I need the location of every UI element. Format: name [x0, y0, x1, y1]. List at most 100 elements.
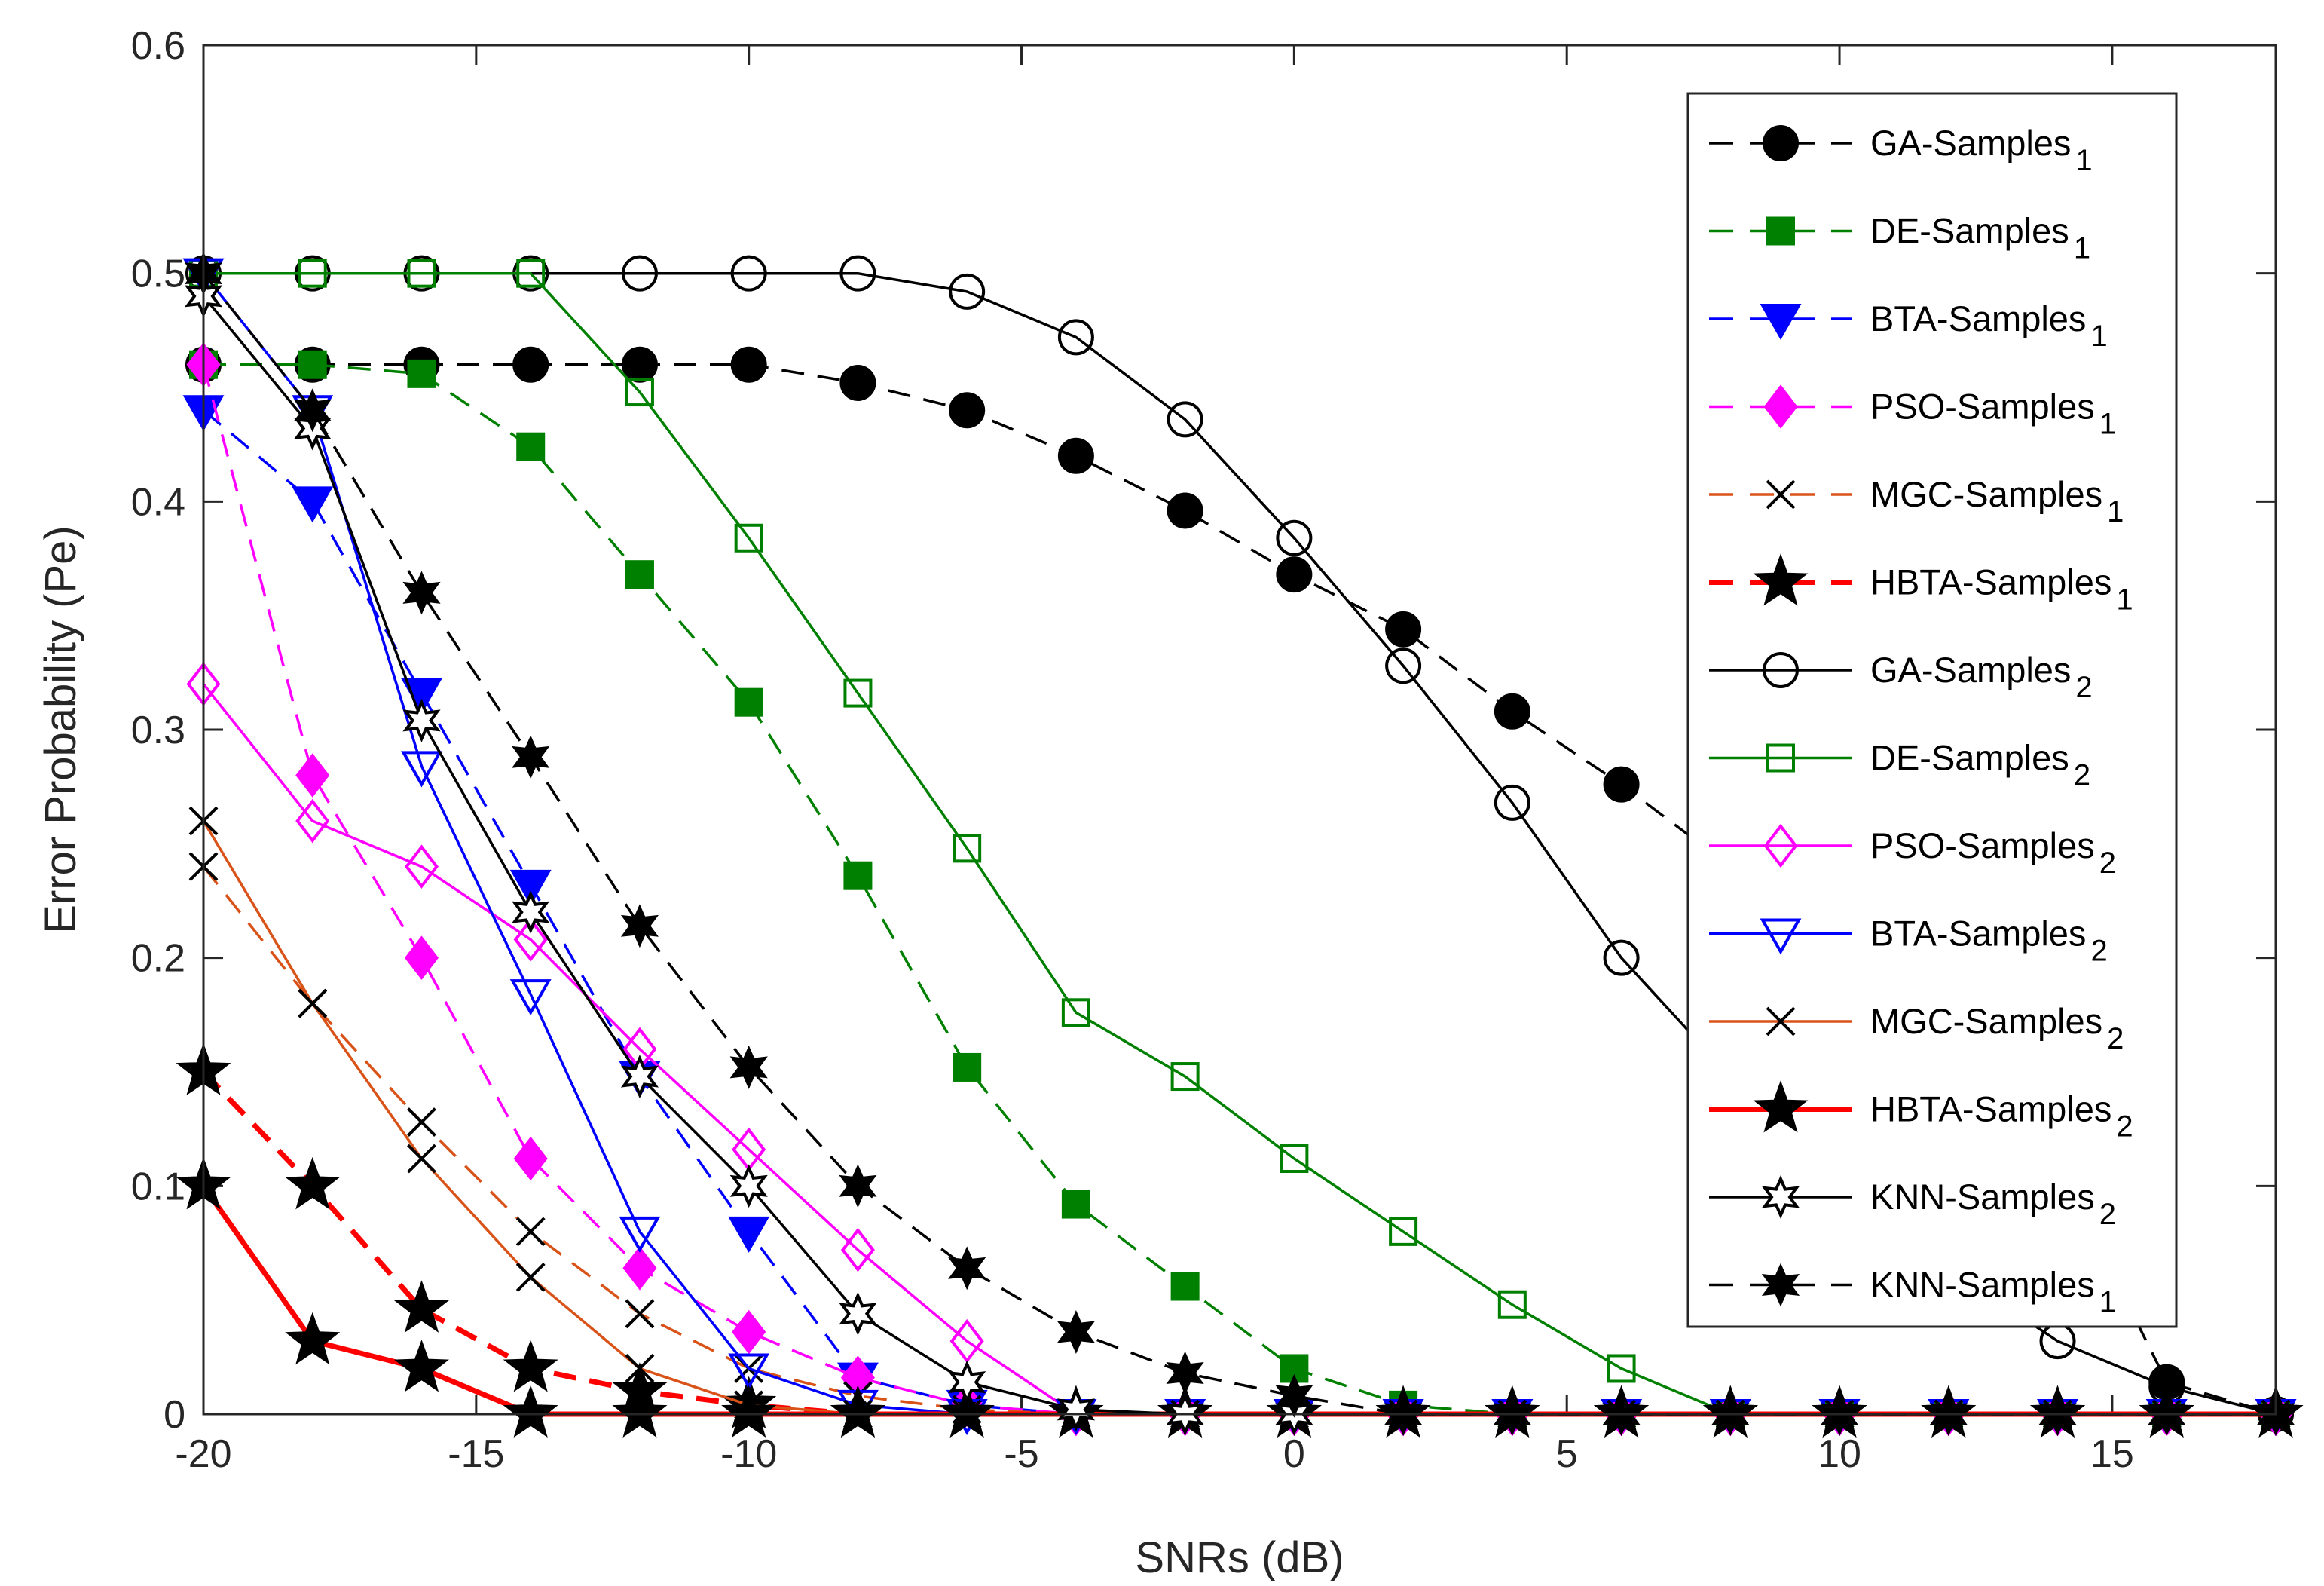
data-point [513, 1136, 548, 1181]
data-point [730, 346, 767, 383]
data-point [730, 255, 767, 292]
data-point [1385, 648, 1422, 684]
legend-label: BTA-Samples 1 [1870, 299, 2108, 353]
data-point [2039, 1323, 2076, 1360]
data-point [620, 1055, 659, 1099]
data-point [407, 359, 436, 388]
data-point [1167, 401, 1203, 438]
legend-marker [1766, 1006, 1796, 1036]
x-tick-label: 0 [1283, 1432, 1305, 1476]
data-point [393, 1280, 449, 1333]
legend-label: GA-Samples 2 [1870, 650, 2093, 704]
x-tick-label: -5 [1004, 1432, 1038, 1476]
data-point [1603, 766, 1640, 803]
data-point [1167, 492, 1203, 529]
legend-label-base: GA-Samples [1870, 123, 2071, 163]
x-tick-label: -20 [175, 1432, 231, 1476]
legend-label-base: KNN-Samples [1870, 1265, 2095, 1305]
data-point [298, 259, 327, 288]
plot-frame [202, 44, 2277, 1416]
legend-label-subscript: 2 [2116, 1110, 2133, 1144]
legend-label: HBTA-Samples 2 [1870, 1089, 2133, 1144]
data-point [734, 523, 763, 553]
data-point [1607, 1354, 1636, 1383]
data-point [295, 798, 330, 844]
legend-label-subscript: 1 [2090, 320, 2107, 353]
data-point [402, 571, 441, 615]
legend-marker [1766, 743, 1795, 773]
legend-label-base: MGC-Samples [1870, 1001, 2102, 1041]
data-point [949, 273, 986, 310]
data-point [839, 255, 876, 292]
y-tick-label: 0.4 [131, 480, 185, 524]
legend-box [1686, 92, 2178, 1328]
y-tick-label: 0.5 [131, 253, 185, 296]
data-point [1170, 1062, 1200, 1092]
y-tick-label: 0.2 [131, 937, 185, 981]
data-point [1497, 1290, 1527, 1319]
data-point [298, 350, 327, 379]
data-point [621, 255, 658, 292]
data-point [1276, 556, 1313, 593]
legend-marker [1763, 384, 1798, 429]
data-point [512, 346, 549, 383]
data-point [1494, 693, 1530, 730]
legend-label-subscript: 2 [2075, 671, 2092, 704]
data-point [1057, 437, 1094, 474]
data-point [953, 834, 982, 863]
data-point [513, 917, 548, 962]
data-point [298, 988, 328, 1018]
data-point [292, 486, 334, 523]
data-point [728, 1216, 770, 1253]
data-point [404, 935, 439, 980]
legend-entry: MGC-Samples 1 [1709, 474, 2124, 528]
data-point [1057, 1310, 1095, 1354]
legend-label-base: HBTA-Samples [1870, 562, 2111, 602]
legend-marker [1766, 479, 1796, 510]
legend-entry: BTA-Samples 2 [1709, 914, 2108, 968]
legend-label-subscript: 2 [2099, 1198, 2116, 1231]
legend-label: DE-Samples 1 [1870, 211, 2090, 265]
data-point [732, 1309, 766, 1355]
legend-marker [1753, 1080, 1809, 1133]
legend-label-base: BTA-Samples [1870, 914, 2086, 954]
data-point [512, 735, 550, 779]
data-point [295, 753, 330, 798]
legend-label-subscript: 1 [2075, 144, 2092, 177]
data-point [621, 346, 658, 383]
data-point [625, 1299, 655, 1329]
data-point [839, 364, 876, 401]
data-point [1170, 1272, 1200, 1301]
legend-marker [1760, 918, 1802, 955]
data-point [407, 1107, 436, 1137]
data-point [612, 1385, 668, 1438]
data-point [393, 1340, 449, 1392]
legend-entry: GA-Samples 1 [1709, 123, 2093, 177]
x-tick-label: 10 [1818, 1432, 1861, 1476]
y-axis-title: Error Probability (Pe) [36, 525, 85, 933]
data-point [948, 1246, 986, 1291]
legend-label-subscript: 1 [2107, 495, 2124, 528]
data-point [515, 1262, 546, 1292]
legend-label-base: DE-Samples [1870, 211, 2069, 251]
legend-label-base: BTA-Samples [1870, 299, 2086, 338]
legend-marker [1753, 553, 1809, 606]
legend-label-base: KNN-Samples [1870, 1177, 2095, 1217]
legend-entry: PSO-Samples 2 [1709, 823, 2116, 880]
data-point [1166, 1351, 1204, 1395]
data-point [1057, 1387, 1096, 1431]
legend-label: HBTA-Samples 1 [1870, 562, 2133, 617]
data-point [839, 1291, 877, 1336]
data-point [503, 1340, 558, 1392]
data-point [620, 904, 659, 948]
data-point [1494, 784, 1530, 821]
data-point [728, 1353, 770, 1390]
data-point [948, 1360, 986, 1404]
x-axis-title: SNRs (dB) [1135, 1533, 1344, 1582]
legend-label: MGC-Samples 2 [1870, 1001, 2124, 1055]
legend-label-base: HBTA-Samples [1870, 1089, 2111, 1129]
data-point [619, 1216, 661, 1253]
data-point [404, 844, 439, 889]
data-point [622, 1246, 657, 1291]
legend-marker [1761, 1263, 1800, 1307]
